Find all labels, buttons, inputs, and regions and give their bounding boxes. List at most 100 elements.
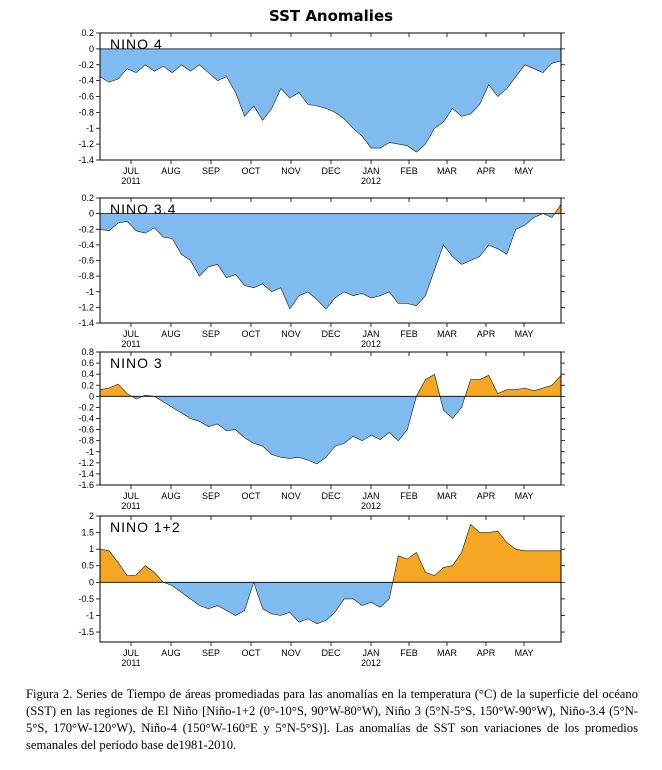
y-tick-label: 0.2 (81, 380, 94, 390)
x-tick-label: DEC (321, 648, 341, 658)
y-tick-label: 0.6 (81, 358, 94, 368)
x-tick-label: OCT (242, 648, 262, 658)
y-tick-label: -1 (86, 287, 94, 297)
figure-title: SST Anomalies (269, 7, 393, 25)
x-tick-label: NOV (281, 491, 301, 501)
region-label: NINO 3 (110, 355, 163, 371)
y-tick-label: -0.2 (78, 224, 94, 234)
y-tick-label: 0 (89, 577, 94, 587)
year-label: 2011 (121, 339, 140, 349)
y-tick-label: -1 (86, 123, 94, 133)
series-line (99, 204, 562, 310)
x-tick-label: SEP (202, 166, 220, 176)
x-tick-label: AUG (161, 648, 181, 658)
y-tick-label: -0.5 (78, 594, 94, 604)
y-tick-label: -0.8 (78, 107, 94, 117)
year-label: 2011 (121, 658, 140, 668)
y-tick-label: 1 (89, 544, 94, 554)
x-tick-label: SEP (202, 491, 220, 501)
y-tick-label: 0 (89, 44, 94, 54)
y-tick-label: 0.4 (81, 369, 94, 379)
x-tick-label: JUL (123, 648, 139, 658)
panel-nino-4: 0.2 0 -0.2 -0.4 -0.6 -0.8 -1 -1.2 -1.4 JUL AUG SEP O… (78, 28, 565, 186)
y-tick-label: -1 (86, 610, 94, 620)
y-tick-label: -0.4 (78, 76, 94, 86)
x-tick-label: MAY (515, 329, 534, 339)
x-tick-label: DEC (321, 166, 341, 176)
x-tick-label: JUL (123, 166, 139, 176)
year-label: 2011 (121, 176, 140, 186)
x-tick-label: MAR (437, 329, 458, 339)
year-label: 2011 (121, 501, 140, 511)
x-tick-label: AUG (161, 491, 181, 501)
x-tick-label: APR (477, 329, 496, 339)
x-tick-label: DEC (321, 329, 341, 339)
y-tick-label: -0.4 (78, 414, 94, 424)
y-tick-label: -0.8 (78, 271, 94, 281)
y-tick-label: -0.4 (78, 240, 94, 250)
x-tick-label: JAN (362, 329, 379, 339)
negative-anomaly-area (131, 396, 466, 464)
x-tick-label: SEP (202, 648, 220, 658)
y-tick-label: -1 (86, 447, 94, 457)
panel-nino-3-4: 0.2 0 -0.2 -0.4 -0.6 -0.8 -1 -1.2 -1.4 JUL AUG SEP O… (78, 193, 565, 349)
x-tick-label: FEB (400, 166, 418, 176)
x-tick-label: FEB (400, 329, 418, 339)
x-tick-label: SEP (202, 329, 220, 339)
x-tick-label: MAR (437, 648, 458, 658)
y-tick-label: -1.4 (78, 318, 94, 328)
x-tick-label: MAY (515, 166, 534, 176)
x-tick-label: JAN (362, 648, 379, 658)
sst-anomalies-figure: SST Anomalies 0.20-0.2-0.4-0.6-0.8-1-1.2… (78, 7, 565, 668)
x-tick-label: MAR (437, 166, 458, 176)
y-tick-label: 2 (89, 511, 94, 521)
panel-nino-3: 0.80.60.40.20-0.2 -0.4-0.6-0.8-1-1.2-1.4-… (78, 347, 565, 511)
series-line (99, 60, 562, 153)
x-tick-label: JUL (123, 329, 139, 339)
x-tick-label: MAR (437, 491, 458, 501)
x-tick-label: OCT (242, 329, 262, 339)
y-tick-label: -1.4 (78, 155, 94, 165)
figure-caption: Figura 2. Series de Tiempo de áreas prom… (26, 687, 638, 752)
x-tick-label: AUG (161, 329, 181, 339)
positive-anomaly-area (100, 524, 561, 583)
y-tick-label: -1.2 (78, 139, 94, 149)
negative-anomaly-area (100, 48, 561, 153)
x-tick-label: JAN (362, 166, 379, 176)
y-tick-label: -0.6 (78, 256, 94, 266)
y-tick-label: -1.6 (78, 480, 94, 490)
x-tick-label: FEB (400, 648, 418, 658)
y-tick-label: 0 (89, 391, 94, 401)
x-tick-label: MAY (515, 648, 534, 658)
y-tick-label: 0.5 (81, 561, 94, 571)
x-tick-label: APR (477, 648, 496, 658)
negative-anomaly-area (100, 213, 555, 309)
panel-nino-1-2: 2 1.5 1 0.5 0 -0.5 -1 -1.5 JUL AUG SEP OCT NOV DEC JAN… (78, 511, 565, 668)
series-line (99, 373, 562, 465)
x-tick-label: APR (477, 491, 496, 501)
x-tick-label: MAY (515, 491, 534, 501)
x-tick-label: JUL (123, 491, 139, 501)
region-label: NINO 1+2 (110, 519, 181, 535)
region-label: NINO 4 (110, 36, 163, 52)
y-tick-label: 0.2 (81, 28, 94, 38)
y-tick-label: -1.2 (78, 458, 94, 468)
series-line (99, 523, 561, 625)
x-tick-label: NOV (281, 166, 301, 176)
x-tick-label: OCT (242, 491, 262, 501)
negative-anomaly-area (163, 582, 393, 624)
x-tick-label: NOV (281, 648, 301, 658)
y-tick-label: -0.2 (78, 402, 94, 412)
year-label: 2012 (361, 501, 381, 511)
plot-frame (99, 515, 562, 643)
x-tick-label: APR (477, 166, 496, 176)
y-tick-label: -0.6 (78, 425, 94, 435)
year-label: 2012 (361, 658, 381, 668)
x-tick-label: NOV (281, 329, 301, 339)
y-tick-label: -0.8 (78, 436, 94, 446)
y-tick-label: -1.4 (78, 469, 94, 479)
x-tick-label: JAN (362, 491, 379, 501)
x-tick-label: DEC (321, 491, 341, 501)
x-tick-label: OCT (242, 166, 262, 176)
year-label: 2012 (361, 176, 381, 186)
